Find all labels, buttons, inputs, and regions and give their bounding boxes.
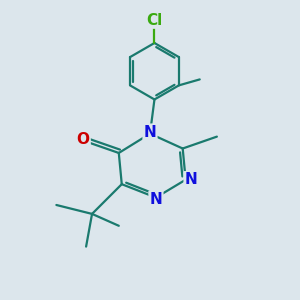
Text: N: N (144, 125, 156, 140)
Text: N: N (150, 191, 162, 206)
Text: N: N (184, 172, 197, 187)
Text: Cl: Cl (146, 13, 163, 28)
Text: O: O (76, 132, 90, 147)
